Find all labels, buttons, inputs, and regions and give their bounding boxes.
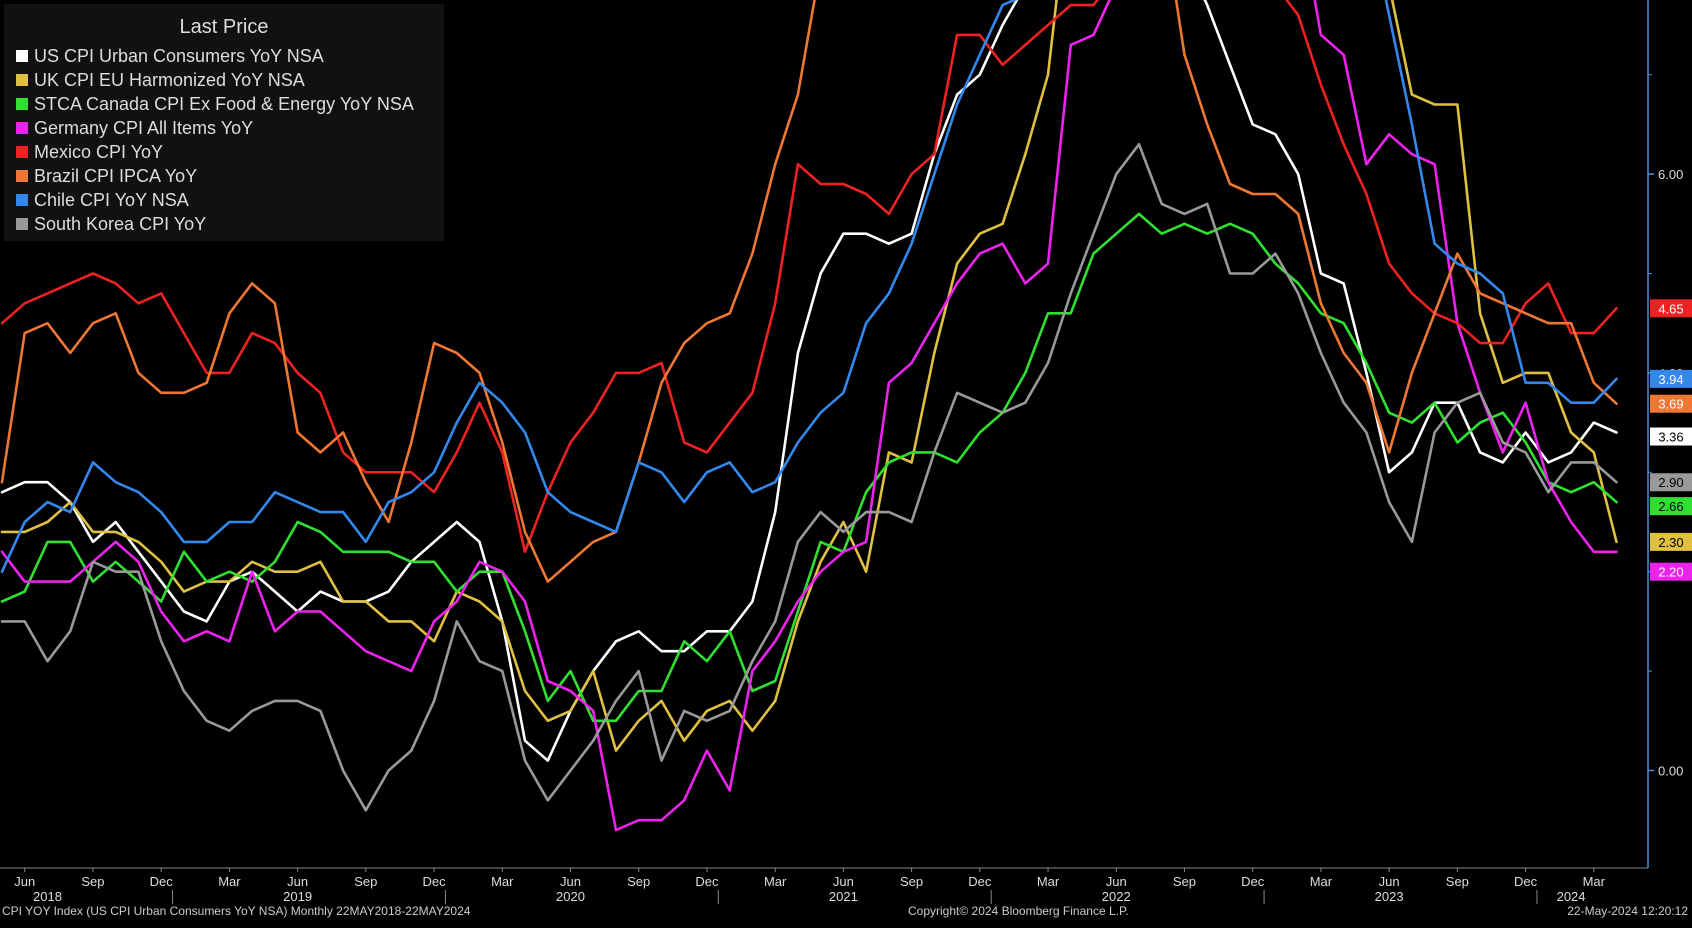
footer-source: CPI YOY Index (US CPI Urban Consumers Yo… bbox=[2, 904, 471, 918]
legend: Last Price US CPI Urban Consumers YoY NS… bbox=[4, 4, 444, 241]
legend-label: STCA Canada CPI Ex Food & Energy YoY NSA bbox=[34, 93, 414, 114]
series-line-4 bbox=[0, 0, 1618, 832]
last-value-badge bbox=[1650, 473, 1692, 492]
x-year-label: 2019 bbox=[283, 889, 312, 904]
last-value-badge bbox=[1650, 299, 1692, 318]
series-line-5 bbox=[0, 0, 1618, 554]
legend-item: US CPI Urban Consumers YoY NSA bbox=[16, 44, 324, 68]
x-year-label: 2018 bbox=[33, 889, 62, 904]
legend-swatch bbox=[16, 98, 28, 110]
x-tick-label: Mar bbox=[491, 874, 514, 889]
x-tick-label: Sep bbox=[627, 874, 650, 889]
footer-copyright: Copyright© 2024 Bloomberg Finance L.P. bbox=[908, 904, 1129, 918]
series-line-3 bbox=[0, 212, 1618, 723]
x-tick-label: Jun bbox=[14, 874, 35, 889]
legend-item: Chile CPI YoY NSA bbox=[16, 188, 189, 212]
last-value-label: 4.65 bbox=[1658, 301, 1683, 316]
x-year-label: 2022 bbox=[1102, 889, 1131, 904]
last-value-badge bbox=[1650, 369, 1692, 388]
y-tick-label: 0.00 bbox=[1658, 764, 1683, 779]
legend-swatch bbox=[16, 50, 28, 62]
legend-item: STCA Canada CPI Ex Food & Energy YoY NSA bbox=[16, 92, 414, 116]
legend-swatch bbox=[16, 122, 28, 134]
x-tick-label: Jun bbox=[560, 874, 581, 889]
x-year-label: 2020 bbox=[556, 889, 585, 904]
last-value-badge bbox=[1650, 532, 1692, 551]
x-tick-label: Sep bbox=[1446, 874, 1469, 889]
x-tick-label: Jun bbox=[287, 874, 308, 889]
x-tick-label: Mar bbox=[1310, 874, 1333, 889]
legend-label: Chile CPI YoY NSA bbox=[34, 189, 189, 210]
x-tick-label: Sep bbox=[81, 874, 104, 889]
legend-item: South Korea CPI YoY bbox=[16, 212, 206, 236]
legend-item: UK CPI EU Harmonized YoY NSA bbox=[16, 68, 305, 92]
x-tick-label: Sep bbox=[1173, 874, 1196, 889]
legend-item: Brazil CPI IPCA YoY bbox=[16, 164, 197, 188]
last-value-badge bbox=[1650, 394, 1692, 413]
x-tick-label: Sep bbox=[354, 874, 377, 889]
legend-item: Germany CPI All Items YoY bbox=[16, 116, 253, 140]
legend-label: UK CPI EU Harmonized YoY NSA bbox=[34, 69, 305, 90]
last-value-label: 2.20 bbox=[1658, 565, 1683, 580]
last-value-label: 3.36 bbox=[1658, 430, 1683, 445]
series-line-8 bbox=[0, 143, 1618, 812]
legend-swatch bbox=[16, 146, 28, 158]
legend-label: Germany CPI All Items YoY bbox=[34, 117, 254, 138]
x-tick-label: Sep bbox=[900, 874, 923, 889]
last-value-label: 2.90 bbox=[1658, 475, 1683, 490]
series-line-2 bbox=[0, 0, 1618, 752]
last-value-label: 2.66 bbox=[1658, 499, 1683, 514]
series-line-1 bbox=[0, 0, 1618, 762]
last-value-badge bbox=[1650, 427, 1692, 446]
x-tick-label: Mar bbox=[218, 874, 241, 889]
legend-title: Last Price bbox=[179, 16, 269, 38]
x-tick-label: Dec bbox=[150, 874, 174, 889]
legend-swatch bbox=[16, 170, 28, 182]
footer-timestamp: 22-May-2024 12:20:12 bbox=[1567, 904, 1688, 918]
x-tick-label: Dec bbox=[968, 874, 992, 889]
x-tick-label: Mar bbox=[1037, 874, 1060, 889]
last-value-label: 2.30 bbox=[1658, 535, 1683, 550]
x-tick-label: Jun bbox=[833, 874, 854, 889]
series-line-6 bbox=[0, 0, 1618, 583]
y-tick-label: 6.00 bbox=[1658, 167, 1683, 182]
x-tick-label: Mar bbox=[1583, 874, 1606, 889]
legend-swatch bbox=[16, 194, 28, 206]
x-year-label: 2021 bbox=[829, 889, 858, 904]
series-line-7 bbox=[0, 0, 1618, 574]
legend-label: US CPI Urban Consumers YoY NSA bbox=[34, 45, 324, 66]
last-value-label: 3.94 bbox=[1658, 372, 1683, 387]
x-year-label: 2024 bbox=[1557, 889, 1586, 904]
x-tick-label: Dec bbox=[1514, 874, 1538, 889]
legend-label: Mexico CPI YoY bbox=[34, 141, 164, 162]
legend-label: South Korea CPI YoY bbox=[34, 213, 207, 234]
x-tick-label: Dec bbox=[422, 874, 446, 889]
last-value-badge bbox=[1650, 562, 1692, 581]
x-tick-label: Dec bbox=[1241, 874, 1265, 889]
x-tick-label: Jun bbox=[1106, 874, 1127, 889]
x-year-label: 2023 bbox=[1375, 889, 1404, 904]
x-tick-label: Jun bbox=[1379, 874, 1400, 889]
x-tick-label: Mar bbox=[764, 874, 787, 889]
last-value-label: 3.69 bbox=[1658, 397, 1683, 412]
last-value-badge bbox=[1650, 497, 1692, 516]
x-tick-label: Dec bbox=[695, 874, 719, 889]
legend-swatch bbox=[16, 218, 28, 230]
legend-item: Mexico CPI YoY bbox=[16, 140, 163, 164]
legend-swatch bbox=[16, 74, 28, 86]
legend-label: Brazil CPI IPCA YoY bbox=[34, 165, 198, 186]
